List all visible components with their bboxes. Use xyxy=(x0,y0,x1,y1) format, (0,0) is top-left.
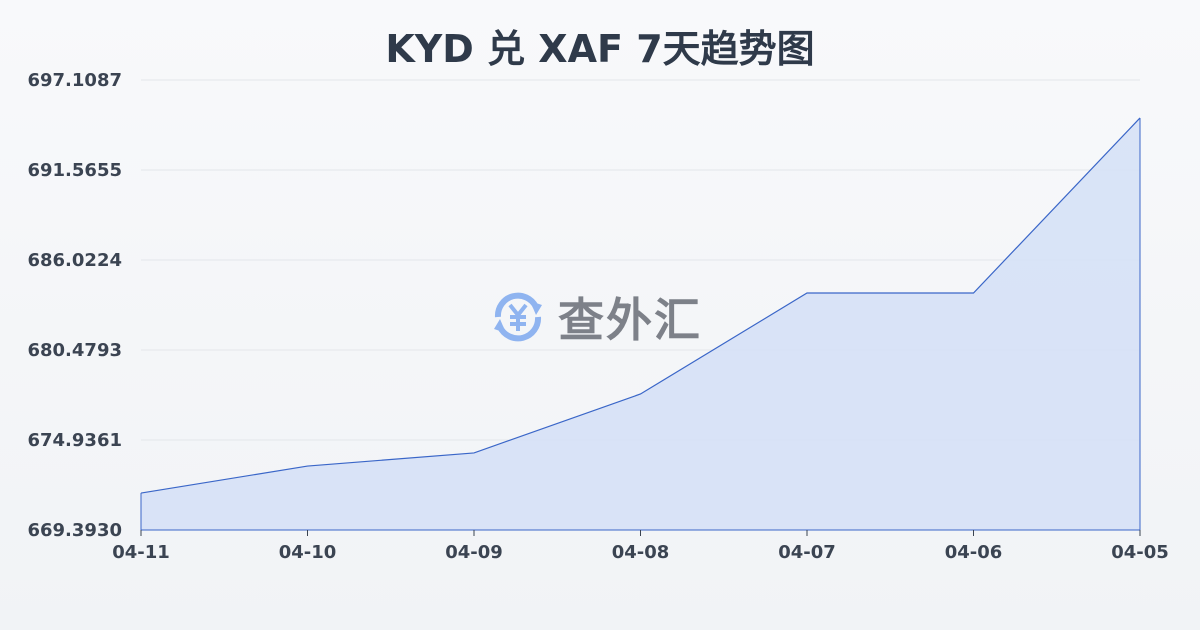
x-tick-label: 04-05 xyxy=(1111,542,1169,563)
y-tick-label: 686.0224 xyxy=(27,250,122,271)
yen-exchange-icon xyxy=(494,292,542,342)
y-tick-label: 697.1087 xyxy=(27,70,122,91)
y-tick-label: 669.3930 xyxy=(27,520,122,541)
y-tick-label: 691.5655 xyxy=(27,160,122,181)
x-tick-label: 04-06 xyxy=(945,542,1003,563)
x-tick-label: 04-11 xyxy=(112,542,170,563)
x-tick-label: 04-10 xyxy=(279,542,337,563)
watermark: 查外汇 xyxy=(488,284,702,350)
chart-title: KYD 兑 XAF 7天趋势图 xyxy=(385,27,815,71)
x-tick-label: 04-09 xyxy=(445,542,503,563)
x-tick-label: 04-08 xyxy=(612,542,670,563)
watermark-text: 查外汇 xyxy=(558,293,702,347)
area-fill xyxy=(141,117,1140,530)
y-tick-label: 674.9361 xyxy=(27,430,122,451)
y-tick-label: 680.4793 xyxy=(27,340,122,361)
x-tick-label: 04-07 xyxy=(778,542,836,563)
